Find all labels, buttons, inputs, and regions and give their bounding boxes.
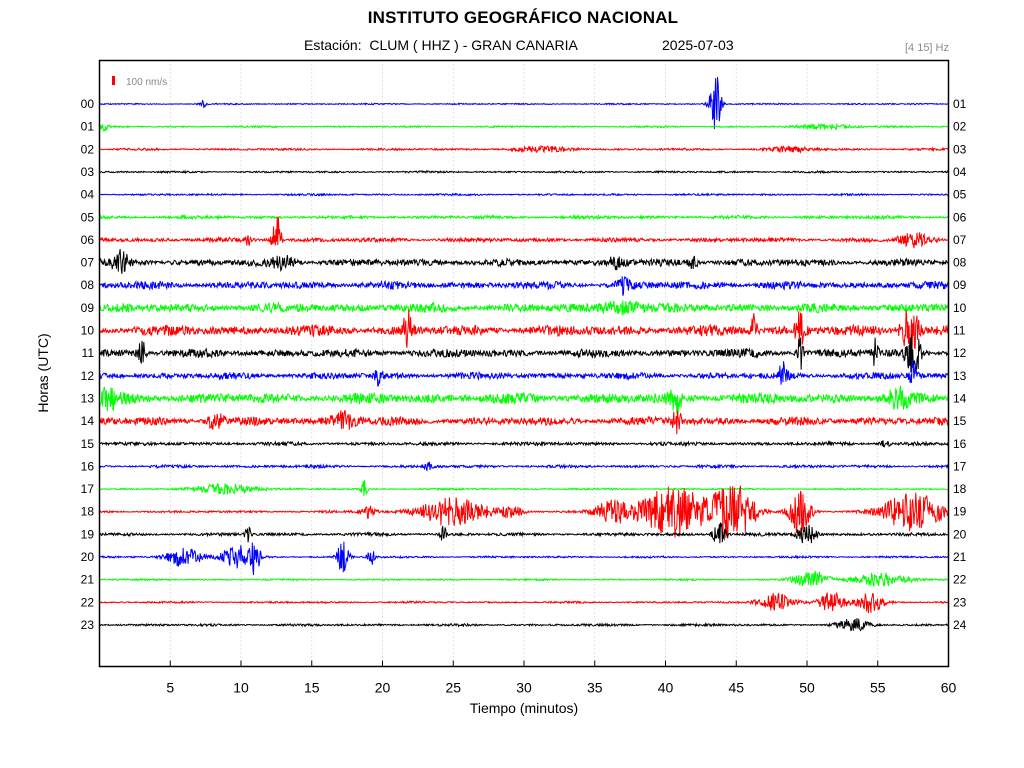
trace-hour-18 xyxy=(99,485,949,539)
hour-label-right: 03 xyxy=(953,142,967,156)
hour-label-left: 02 xyxy=(81,142,95,156)
hour-label-right: 24 xyxy=(953,618,967,632)
hour-label-left: 14 xyxy=(81,414,95,428)
trace-hour-02 xyxy=(99,144,949,154)
hour-label-left: 19 xyxy=(81,527,95,541)
trace-hour-17 xyxy=(99,479,949,497)
x-tick-label: 10 xyxy=(233,680,249,696)
hour-label-left: 21 xyxy=(81,573,95,587)
trace-hour-01 xyxy=(99,122,949,132)
hour-label-right: 05 xyxy=(953,188,967,202)
trace-hour-10 xyxy=(99,309,949,354)
hour-label-left: 10 xyxy=(81,324,95,338)
trace-hour-11 xyxy=(99,334,949,373)
hour-label-left: 01 xyxy=(81,120,95,134)
hour-label-left: 12 xyxy=(81,369,95,383)
scale-label: 100 nm/s xyxy=(126,77,167,88)
trace-hour-00 xyxy=(99,77,949,130)
trace-hour-14 xyxy=(99,409,949,435)
trace-hour-23 xyxy=(99,618,949,632)
trace-hour-06 xyxy=(99,216,949,249)
trace-hour-09 xyxy=(99,299,949,316)
hour-label-right: 15 xyxy=(953,414,967,428)
hour-label-right: 19 xyxy=(953,505,967,519)
hour-label-right: 21 xyxy=(953,550,967,564)
hour-label-left: 16 xyxy=(81,459,95,473)
x-tick-label: 35 xyxy=(587,680,603,696)
x-tick-label: 5 xyxy=(166,680,174,696)
hour-label-right: 11 xyxy=(953,324,966,338)
hour-label-right: 01 xyxy=(953,97,967,111)
trace-hour-22 xyxy=(99,592,949,614)
hour-label-left: 06 xyxy=(81,233,95,247)
hour-label-left: 22 xyxy=(81,595,95,609)
trace-hour-07 xyxy=(99,249,949,274)
hour-label-right: 23 xyxy=(953,595,967,609)
x-axis-label: Tiempo (minutos) xyxy=(469,700,579,716)
x-tick-label: 20 xyxy=(375,680,391,696)
station-label: Estación: CLUM ( HHZ ) - GRAN CANARIA xyxy=(304,37,578,53)
hour-label-right: 07 xyxy=(953,233,967,247)
x-tick-label: 60 xyxy=(941,680,957,696)
hour-label-right: 10 xyxy=(953,301,967,315)
hour-label-left: 17 xyxy=(81,482,95,496)
hour-label-right: 14 xyxy=(953,391,967,405)
hour-label-left: 07 xyxy=(81,256,95,270)
hour-label-right: 13 xyxy=(953,369,967,383)
trace-hour-13 xyxy=(99,385,949,414)
trace-hour-20 xyxy=(99,541,949,576)
hour-label-left: 03 xyxy=(81,165,95,179)
hour-label-left: 05 xyxy=(81,210,95,224)
hour-label-right: 06 xyxy=(953,210,967,224)
trace-hour-19 xyxy=(99,522,949,544)
right-hour-labels: 01 02 03 04 05 06 07 08 09 10 11 12 13 14 15 16 17 18 19 20… xyxy=(953,97,967,632)
trace-hour-05 xyxy=(99,213,949,221)
hour-label-left: 11 xyxy=(82,346,95,360)
x-tick-label: 30 xyxy=(516,680,532,696)
hour-label-right: 18 xyxy=(953,482,967,496)
hour-label-right: 09 xyxy=(953,278,967,292)
hour-label-right: 17 xyxy=(953,459,967,473)
trace-hour-12 xyxy=(99,359,949,388)
x-tick-label: 50 xyxy=(799,680,815,696)
hour-label-right: 02 xyxy=(953,120,967,134)
trace-hour-16 xyxy=(99,461,949,472)
hour-label-right: 08 xyxy=(953,256,967,270)
hour-label-left: 15 xyxy=(81,437,95,451)
hour-label-left: 23 xyxy=(81,618,95,632)
x-tick-label: 55 xyxy=(870,680,886,696)
hour-label-left: 09 xyxy=(81,301,95,315)
hour-label-right: 22 xyxy=(953,573,967,587)
trace-hour-08 xyxy=(99,275,949,296)
trace-hour-15 xyxy=(99,439,949,448)
trace-group xyxy=(99,77,949,632)
date-label: 2025-07-03 xyxy=(662,37,734,53)
left-hour-labels: 00 01 02 03 04 05 06 07 08 09 10 11 12 13 14 15 16 17 18 19… xyxy=(81,97,95,632)
hour-label-right: 20 xyxy=(953,527,967,541)
x-tick-label: 25 xyxy=(445,680,461,696)
trace-hour-03 xyxy=(99,169,949,175)
filter-band-label: [4 15] Hz xyxy=(904,42,949,54)
hour-label-right: 12 xyxy=(953,346,967,360)
scale-bar xyxy=(112,76,115,85)
hour-label-left: 20 xyxy=(81,550,95,564)
trace-hour-21 xyxy=(99,569,949,587)
hour-label-right: 16 xyxy=(953,437,967,451)
trace-hour-04 xyxy=(99,192,949,197)
hour-label-left: 18 xyxy=(81,505,95,519)
hour-label-left: 04 xyxy=(81,188,95,202)
hour-label-left: 08 xyxy=(81,278,95,292)
x-tick-label: 45 xyxy=(728,680,744,696)
hour-label-right: 04 xyxy=(953,165,967,179)
x-tick-label: 40 xyxy=(658,680,674,696)
hour-label-left: 00 xyxy=(81,97,95,111)
chart-title: INSTITUTO GEOGRÁFICO NACIONAL xyxy=(367,8,679,27)
x-tick-group: 5 10 15 20 25 30 35 40 45 50 55 60 xyxy=(166,660,957,696)
x-tick-label: 15 xyxy=(304,680,320,696)
hour-label-left: 13 xyxy=(81,391,95,405)
